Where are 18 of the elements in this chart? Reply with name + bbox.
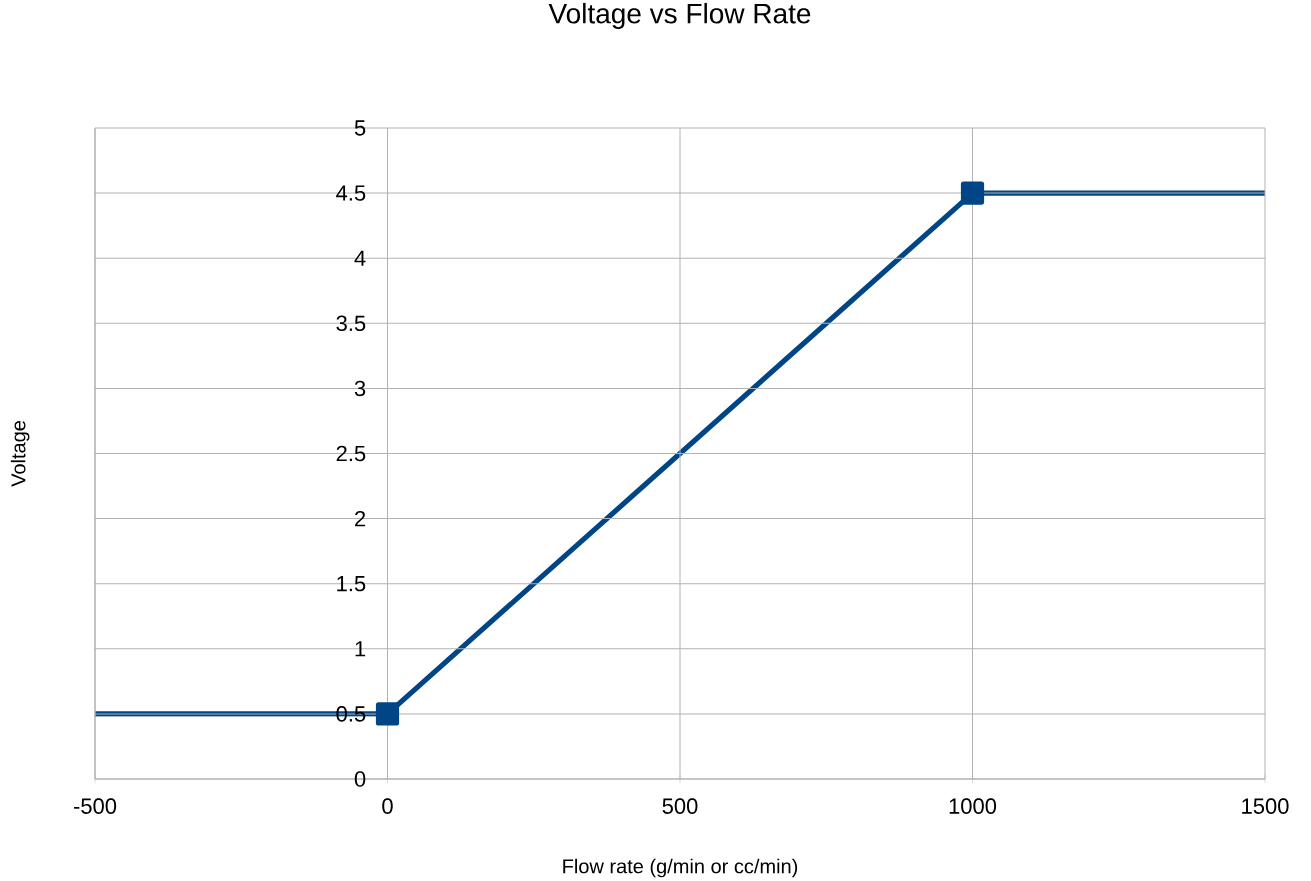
y-tick-label: 1.5 (337, 576, 366, 592)
y-tick-label: 2.5 (336, 445, 366, 462)
x-tick-label: 0 (382, 798, 393, 814)
y-tick-label: 2 (355, 510, 366, 527)
y-tick-label: 4.5 (336, 185, 366, 201)
y-axis-title: Voltage (10, 421, 30, 487)
x-tick-label: -500 (73, 798, 117, 814)
y-tick-label: 3.5 (336, 315, 366, 332)
y-tick-label: 1 (355, 641, 366, 657)
y-tick-label: 5 (354, 120, 366, 136)
x-tick-label: 1000 (949, 798, 997, 814)
x-axis-title: Flow rate (g/min or cc/min) (563, 858, 798, 878)
chart-title: Voltage vs Flow Rate (548, 2, 811, 30)
x-tick-label: 1500 (1242, 798, 1289, 814)
y-tick-label: 0 (354, 771, 366, 787)
x-tick-label: 500 (662, 798, 698, 814)
y-tick-label: 3 (354, 380, 366, 397)
y-tick-label: 4 (354, 250, 366, 266)
